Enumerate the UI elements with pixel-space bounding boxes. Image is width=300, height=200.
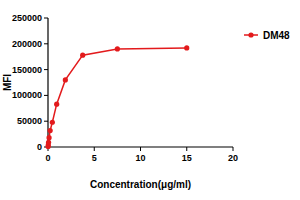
y-tick-label: 250000 [12,13,42,23]
plot-area [46,45,190,149]
point [80,53,85,58]
y-tick-label: 50000 [17,116,42,126]
y-tick [44,121,48,122]
legend-label: DM48 [263,30,290,41]
y-axis [47,18,48,147]
x-axis-label: Concentration(μg/ml) [90,179,191,190]
x-tick-label: 0 [45,153,50,163]
chart: 0 50000 100000 150000 200000 250000 0 5 10 15 20 Co… [0,0,300,200]
series-line [48,48,187,147]
x-tick-label: 5 [92,153,97,163]
y-tick-label: 200000 [12,39,42,49]
point [50,120,55,125]
y-axis-label: MFI [2,74,13,91]
x-tick-label: 15 [182,153,192,163]
point [115,46,120,51]
y-tick [44,95,48,96]
y-tick-label: 0 [37,142,42,152]
point [48,128,53,133]
y-tick [44,18,48,19]
x-tick-label: 20 [228,153,238,163]
point [184,45,189,50]
x-tick [140,147,141,151]
y-tick [44,43,48,44]
point [46,135,51,140]
x-tick [233,147,234,151]
x-tick [186,147,187,151]
x-tick [94,147,95,151]
point [63,77,68,82]
y-tick [44,69,48,70]
y-tick-label: 100000 [12,90,42,100]
legend-marker [248,32,253,37]
point [54,102,59,107]
x-tick-label: 10 [135,153,145,163]
point [46,140,51,145]
y-tick-label: 150000 [12,65,42,75]
